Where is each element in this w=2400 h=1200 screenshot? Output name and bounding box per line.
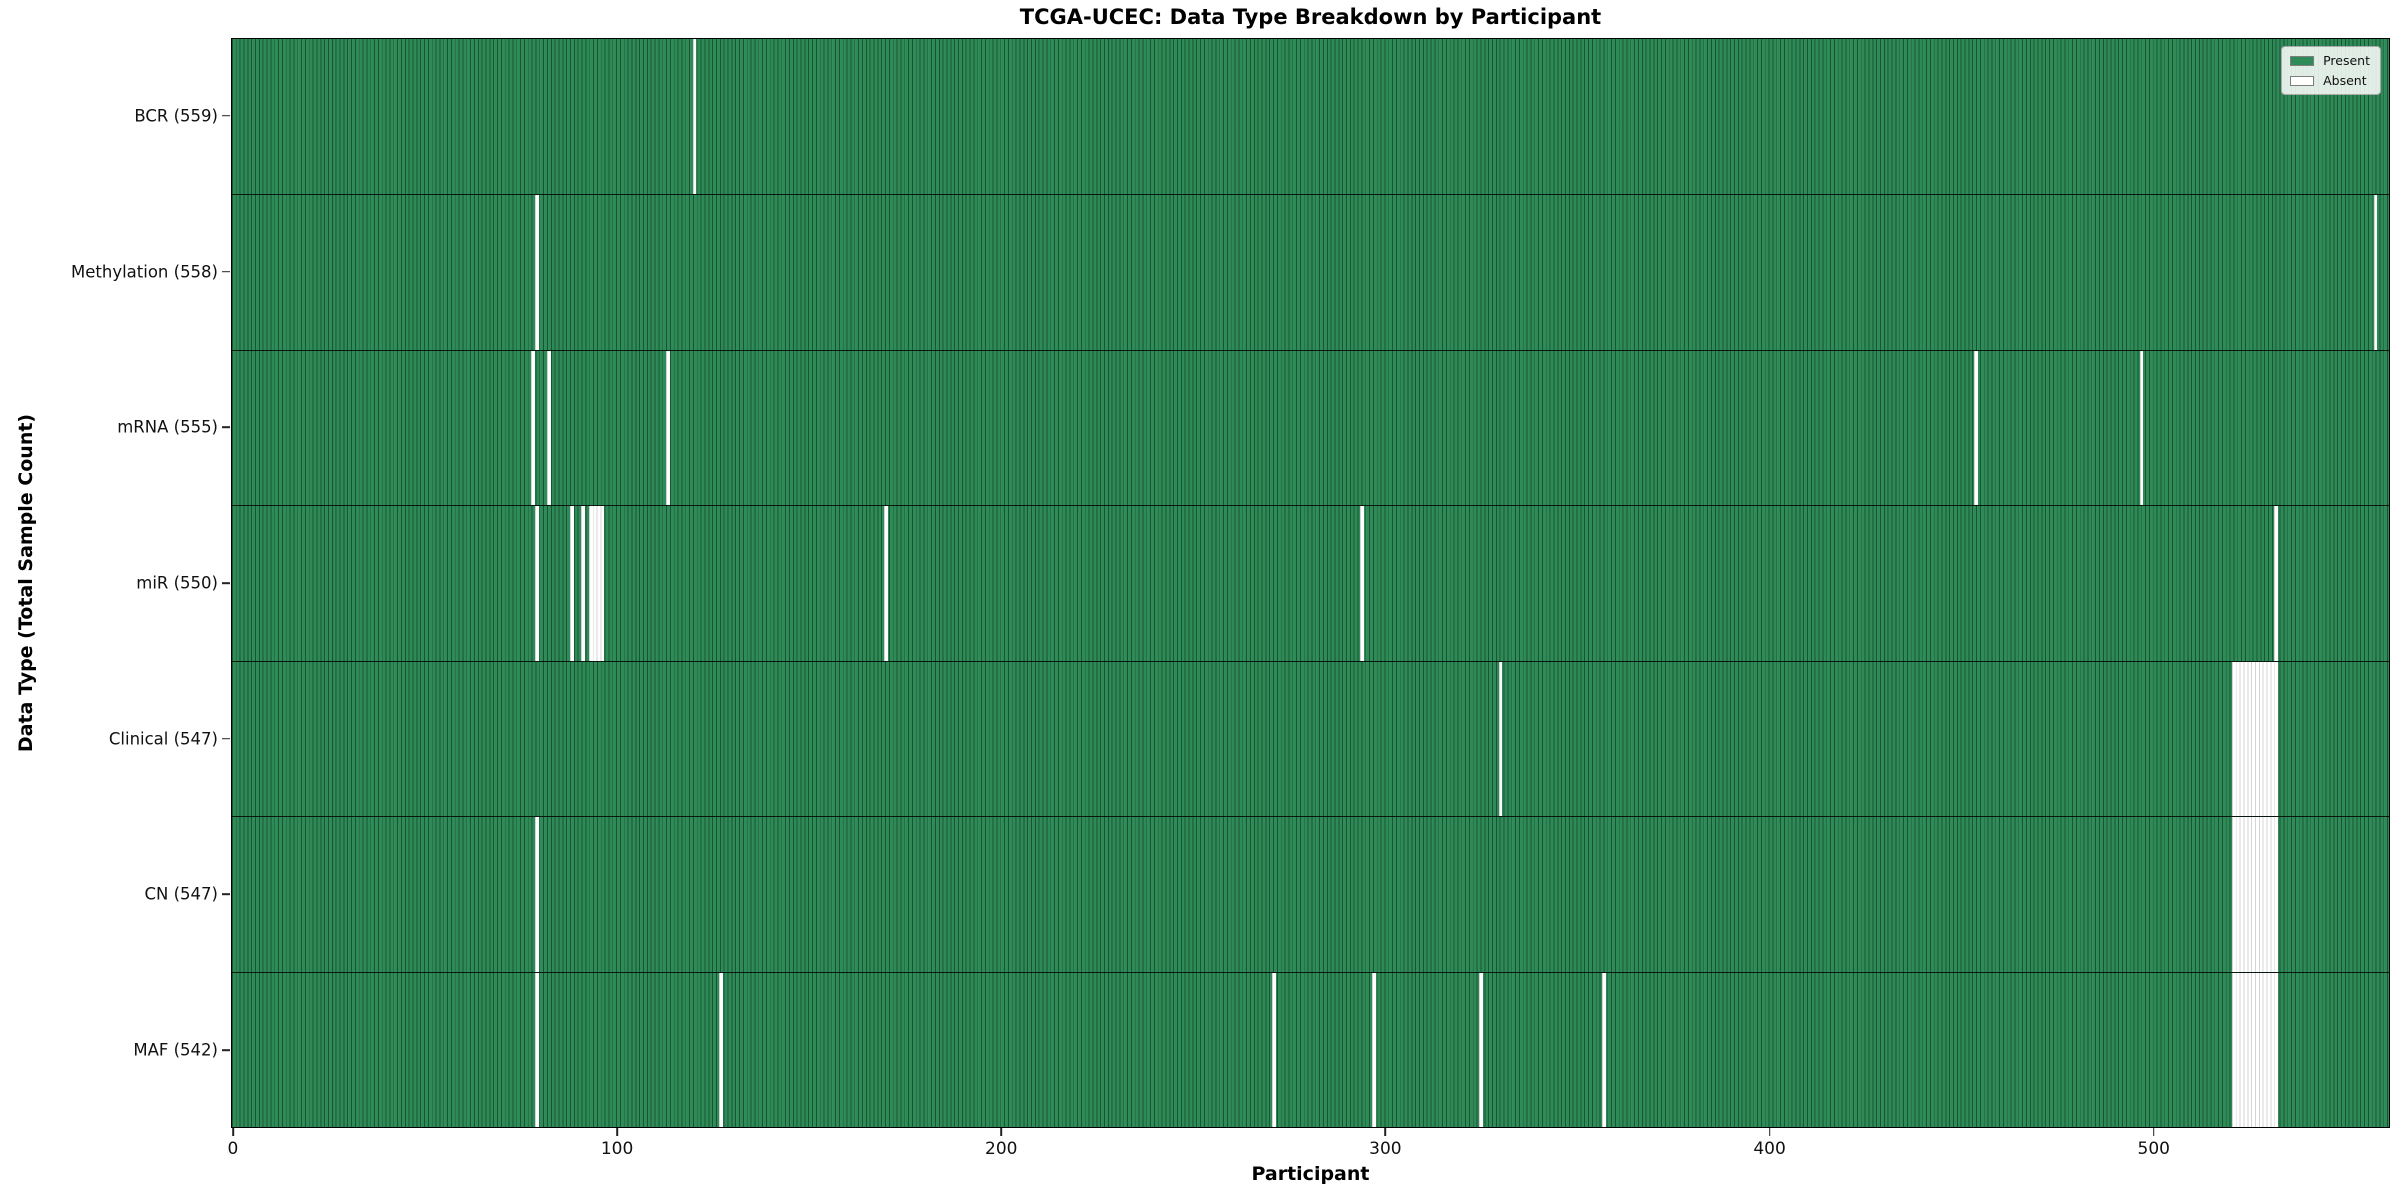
absent-gap — [719, 972, 724, 1127]
data-row-mrna — [232, 349, 2389, 506]
y-tick-label: CN (547) — [144, 884, 218, 904]
plot-area: Present Absent — [231, 38, 2390, 1128]
x-tick-mark — [1768, 1128, 1771, 1136]
x-tick-label: 0 — [227, 1139, 239, 1159]
x-tick-label: 300 — [1369, 1139, 1402, 1159]
absent-gap — [2273, 506, 2278, 661]
y-tick-mark — [222, 893, 230, 896]
absent-gap — [535, 817, 540, 972]
absent-gap — [884, 506, 889, 661]
absent-gap — [692, 39, 697, 195]
x-tick-mark — [616, 1128, 618, 1136]
absent-gap — [1498, 661, 1503, 817]
absent-gap — [1602, 972, 1607, 1127]
x-tick-label: 200 — [985, 1139, 1018, 1159]
y-tick-mark — [222, 426, 230, 429]
x-tick-mark — [232, 1128, 234, 1136]
absent-gap — [1974, 350, 1979, 506]
x-tick-label: 500 — [2137, 1139, 2170, 1159]
y-tick-mark — [222, 115, 230, 117]
y-tick-mark — [222, 1049, 230, 1051]
data-row-maf — [232, 971, 2389, 1127]
absent-gap — [546, 350, 551, 506]
absent-gap — [531, 350, 536, 506]
x-tick-mark — [1384, 1128, 1387, 1136]
x-tick-label: 400 — [1753, 1139, 1786, 1159]
y-tick-label: mRNA (555) — [117, 417, 218, 437]
y-tick-mark — [222, 737, 230, 740]
legend-label-present: Present — [2323, 53, 2370, 68]
absent-gap — [2231, 817, 2278, 972]
y-tick-label: MAF (542) — [133, 1040, 218, 1060]
absent-gap — [665, 350, 670, 506]
absent-gap — [1272, 972, 1276, 1127]
data-row-methylation — [232, 194, 2389, 350]
absent-gap — [569, 506, 574, 661]
y-tick-label: BCR (559) — [134, 106, 218, 126]
legend-label-absent: Absent — [2323, 73, 2367, 88]
absent-gap — [1360, 506, 1365, 661]
absent-gap — [1479, 972, 1484, 1127]
absent-gap — [2231, 661, 2278, 817]
data-row-clinical — [232, 660, 2389, 817]
absent-gap — [535, 506, 540, 661]
x-tick-mark — [1000, 1128, 1003, 1136]
absent-swatch — [2290, 75, 2315, 86]
x-tick-mark — [2152, 1128, 2155, 1136]
present-swatch — [2290, 55, 2315, 66]
y-tick-label: miR (550) — [136, 573, 218, 593]
data-row-bcr — [232, 39, 2389, 195]
absent-gap — [1371, 972, 1376, 1127]
y-tick-label: Methylation (558) — [71, 262, 218, 282]
legend-entry-absent: Absent — [2290, 73, 2370, 88]
absent-gap — [535, 972, 540, 1127]
x-axis-label: Participant — [1251, 1163, 1370, 1185]
data-row-mir — [232, 505, 2389, 661]
y-tick-mark — [222, 270, 230, 273]
chart-title: TCGA-UCEC: Data Type Breakdown by Partic… — [1019, 5, 1602, 29]
absent-gap — [2231, 972, 2278, 1127]
x-tick-label: 100 — [600, 1139, 634, 1159]
absent-gap — [535, 195, 540, 350]
legend-entry-present: Present — [2290, 53, 2370, 68]
absent-gap — [588, 506, 605, 661]
y-tick-mark — [222, 582, 230, 584]
absent-gap — [581, 506, 586, 661]
legend-box: Present Absent — [2281, 46, 2381, 95]
absent-gap — [2139, 350, 2144, 506]
data-row-cn — [232, 816, 2389, 972]
y-tick-label: Clinical (547) — [108, 729, 218, 749]
absent-gap — [2373, 195, 2378, 350]
